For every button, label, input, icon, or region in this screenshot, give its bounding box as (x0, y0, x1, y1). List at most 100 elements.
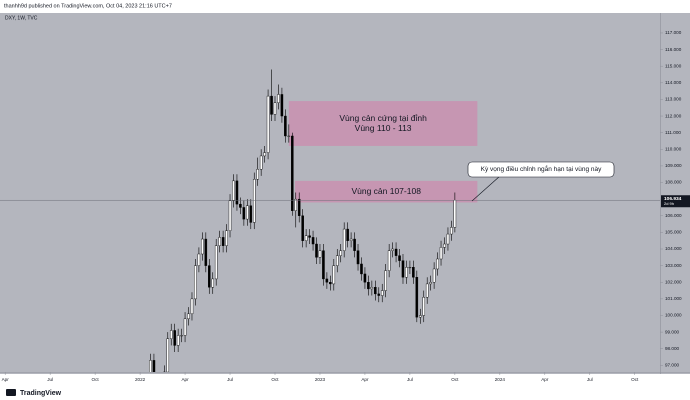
candle-body (439, 247, 443, 260)
logo-icon (6, 389, 16, 396)
header: thanhh9d published on TradingView.com, O… (4, 3, 172, 9)
callout-box (467, 161, 615, 178)
x-tick-label: Jul (227, 377, 233, 382)
candle-body (342, 228, 346, 251)
candle-body (398, 255, 401, 261)
zone-label: Vùng 110 - 113 (355, 123, 412, 133)
candle-body (436, 258, 439, 270)
candle-body (412, 267, 415, 278)
candle-body (152, 360, 156, 372)
candle-body (408, 267, 412, 269)
zone (288, 101, 478, 146)
x-tick-label: 2023 (315, 377, 326, 382)
y-tick-label: 106.000 (665, 213, 682, 218)
candle-body (291, 135, 294, 211)
candle-body (315, 243, 318, 258)
x-tick-label: Apr (2, 377, 10, 382)
price-label-bg (661, 195, 690, 208)
candle-body (214, 245, 218, 280)
candle-body (270, 95, 273, 115)
candle-body (256, 169, 259, 180)
candle-body (443, 243, 446, 248)
candle-body (422, 297, 426, 316)
candle-body (325, 278, 329, 283)
countdown: 2d 9h (664, 201, 674, 206)
y-tick-label: 102.000 (665, 279, 682, 284)
candle-body (446, 233, 450, 245)
candle-body (187, 313, 190, 320)
y-tick-label: 117.000 (665, 30, 682, 35)
y-tick-label: 105.000 (665, 230, 682, 235)
y-tick-label: 110.000 (665, 147, 682, 152)
y-tick-label: 103.000 (665, 263, 682, 268)
candle-body (349, 238, 353, 241)
candle-body (197, 253, 201, 266)
candle-body (294, 198, 298, 211)
y-tick-label: 99.000 (665, 329, 679, 334)
x-tick-label: Jul (587, 377, 593, 382)
candle-body (166, 338, 170, 372)
y-tick-label: 115.000 (665, 63, 682, 68)
candle-body (204, 238, 208, 266)
candle-body (284, 115, 287, 137)
candle-body (225, 230, 228, 246)
candle-body (201, 238, 204, 255)
x-tick-label: Jul (47, 377, 53, 382)
candle-body (339, 250, 342, 256)
candle-body (304, 235, 308, 241)
candle-body (332, 265, 336, 285)
candle-body (384, 270, 387, 291)
candle-body (263, 152, 266, 157)
y-tick-label: 109.000 (665, 163, 682, 168)
candle-body (380, 290, 384, 296)
candle-body (391, 248, 394, 251)
zone-label: Vùng cản cứng tại đỉnh (339, 113, 427, 123)
candle-body (429, 282, 432, 285)
x-tick-label: Apr (361, 377, 369, 382)
candle-body (259, 155, 263, 170)
y-tick-label: 97.000 (665, 363, 679, 368)
x-tick-label: Oct (92, 377, 100, 382)
x-tick-label: Jul (407, 377, 413, 382)
candle-body (266, 95, 270, 153)
zone (295, 180, 478, 203)
candle-body (173, 330, 176, 346)
candle-body (432, 268, 436, 283)
y-tick-label: 113.000 (665, 97, 682, 102)
candle-body (415, 277, 419, 318)
x-tick-label: Oct (451, 377, 459, 382)
candle-body (252, 179, 256, 223)
candle-body (297, 198, 301, 216)
candle-body (180, 335, 183, 337)
candle-body (176, 335, 180, 346)
candle-body (367, 282, 370, 290)
candle-body (194, 265, 197, 300)
x-tick-label: 2022 (135, 377, 146, 382)
candle-body (242, 207, 246, 220)
candle-body (239, 203, 242, 208)
y-tick-label: 108.000 (665, 180, 682, 185)
x-tick-label: Oct (631, 377, 639, 382)
candle-body (419, 315, 422, 318)
symbol-title: DXY, 1W, TVC (5, 15, 38, 21)
candle-body (318, 250, 322, 258)
axes: 97.000 98.000 99.000 100.000 101.000 102.000 1… (2, 30, 690, 382)
candle-body (190, 298, 194, 315)
candle-body (346, 228, 349, 241)
candle-body (335, 255, 339, 266)
candle-body (246, 205, 249, 220)
y-tick-label: 100.000 (665, 313, 682, 318)
candle-body (211, 278, 215, 288)
y-tick-label: 104.000 (665, 246, 682, 251)
candle-body (450, 227, 453, 235)
y-tick-label: 116.000 (665, 47, 682, 52)
x-tick-label: 2024 (495, 377, 506, 382)
x-tick-label: Apr (541, 377, 549, 382)
candle-body (360, 263, 363, 275)
candle-body (374, 287, 377, 295)
candle-body (301, 215, 304, 241)
y-tick-label: 111.000 (665, 130, 681, 135)
y-tick-label: 98.000 (665, 346, 679, 351)
